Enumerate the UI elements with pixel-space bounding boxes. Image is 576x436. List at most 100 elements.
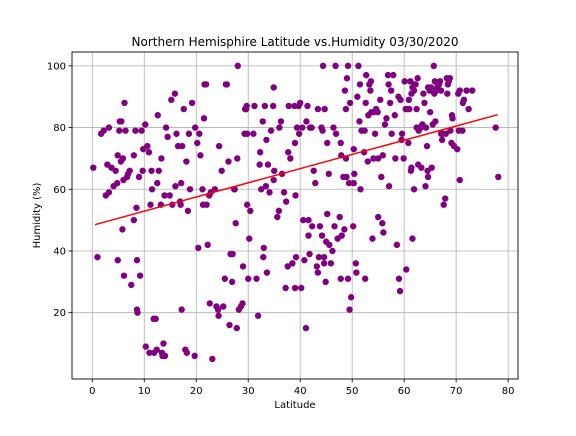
data-point bbox=[381, 121, 389, 128]
data-point bbox=[432, 118, 439, 125]
data-point bbox=[356, 118, 363, 125]
data-point bbox=[148, 186, 156, 193]
data-point bbox=[263, 269, 271, 276]
data-point bbox=[203, 201, 210, 208]
y-tick-label: 20 bbox=[53, 308, 66, 319]
data-point bbox=[456, 176, 463, 184]
data-point bbox=[315, 253, 323, 261]
x-tick-label: 10 bbox=[138, 386, 151, 397]
y-axis-label: Humidity (%) bbox=[32, 182, 43, 248]
data-point bbox=[374, 213, 382, 221]
data-point bbox=[325, 170, 332, 178]
data-point bbox=[324, 139, 331, 147]
data-point bbox=[350, 145, 357, 153]
data-point bbox=[354, 93, 361, 100]
data-point bbox=[177, 179, 185, 187]
data-point bbox=[341, 226, 348, 233]
data-points bbox=[90, 62, 502, 363]
data-point bbox=[393, 241, 401, 249]
data-point bbox=[250, 130, 257, 137]
data-point bbox=[234, 155, 241, 162]
data-point bbox=[155, 167, 163, 174]
data-point bbox=[329, 247, 336, 255]
data-point bbox=[138, 127, 145, 134]
data-point bbox=[277, 118, 285, 125]
data-point bbox=[247, 207, 254, 215]
data-point bbox=[194, 139, 201, 147]
y-tick-label: 80 bbox=[53, 123, 66, 134]
data-point bbox=[243, 130, 251, 137]
data-point bbox=[185, 130, 193, 137]
data-point bbox=[306, 250, 313, 258]
data-point bbox=[385, 81, 392, 88]
data-point bbox=[251, 102, 258, 110]
data-point bbox=[204, 241, 211, 249]
data-point bbox=[226, 321, 233, 329]
data-point bbox=[162, 124, 170, 131]
data-point bbox=[172, 182, 179, 190]
data-point bbox=[218, 167, 225, 174]
data-point bbox=[321, 105, 328, 113]
data-point bbox=[410, 186, 418, 193]
data-point bbox=[184, 207, 192, 215]
data-point bbox=[299, 124, 306, 131]
axis-ticks: 0 10 20 30 40 50 60 70 80 20 40 60 80 100 bbox=[47, 61, 515, 397]
data-point bbox=[285, 102, 292, 110]
data-point bbox=[119, 226, 126, 233]
data-point bbox=[214, 306, 222, 313]
data-point bbox=[253, 275, 260, 282]
data-point bbox=[298, 284, 305, 292]
data-point bbox=[112, 167, 119, 174]
data-point bbox=[463, 87, 470, 94]
data-point bbox=[133, 204, 140, 211]
data-point bbox=[459, 127, 466, 134]
data-point bbox=[243, 102, 250, 110]
data-point bbox=[343, 75, 351, 82]
data-point bbox=[423, 142, 431, 150]
data-point bbox=[424, 173, 432, 181]
data-point bbox=[350, 223, 357, 230]
data-point bbox=[380, 229, 387, 236]
data-point bbox=[444, 90, 451, 97]
data-point bbox=[319, 62, 327, 70]
regression-line-group bbox=[94, 113, 498, 226]
data-point bbox=[130, 152, 138, 159]
data-point bbox=[229, 250, 236, 258]
data-point bbox=[90, 164, 97, 171]
data-point bbox=[256, 149, 264, 156]
data-point bbox=[171, 90, 179, 97]
data-point bbox=[291, 284, 299, 292]
data-point bbox=[338, 232, 345, 239]
data-point bbox=[239, 263, 247, 270]
data-point bbox=[147, 201, 154, 208]
data-point bbox=[374, 155, 382, 162]
data-point bbox=[304, 102, 311, 110]
data-point bbox=[215, 142, 223, 150]
data-point bbox=[105, 124, 113, 131]
data-point bbox=[344, 62, 352, 70]
data-point bbox=[406, 105, 413, 113]
data-point bbox=[271, 167, 278, 174]
data-point bbox=[369, 235, 376, 242]
data-point bbox=[215, 312, 222, 319]
data-point bbox=[289, 260, 296, 267]
data-point bbox=[221, 275, 229, 282]
x-axis-label: Latitude bbox=[274, 400, 315, 411]
data-point bbox=[260, 244, 268, 252]
data-point bbox=[94, 253, 101, 261]
data-point bbox=[449, 115, 456, 122]
data-point bbox=[370, 155, 377, 162]
data-point bbox=[243, 201, 251, 208]
data-point bbox=[308, 124, 315, 131]
data-point bbox=[367, 78, 375, 85]
data-point bbox=[197, 152, 204, 159]
data-point bbox=[427, 84, 435, 91]
data-point bbox=[276, 124, 283, 131]
data-point bbox=[183, 349, 191, 356]
x-tick-label: 60 bbox=[398, 386, 411, 397]
data-point bbox=[469, 87, 476, 94]
data-point bbox=[410, 87, 418, 94]
data-point bbox=[326, 241, 333, 249]
data-point bbox=[396, 287, 404, 295]
